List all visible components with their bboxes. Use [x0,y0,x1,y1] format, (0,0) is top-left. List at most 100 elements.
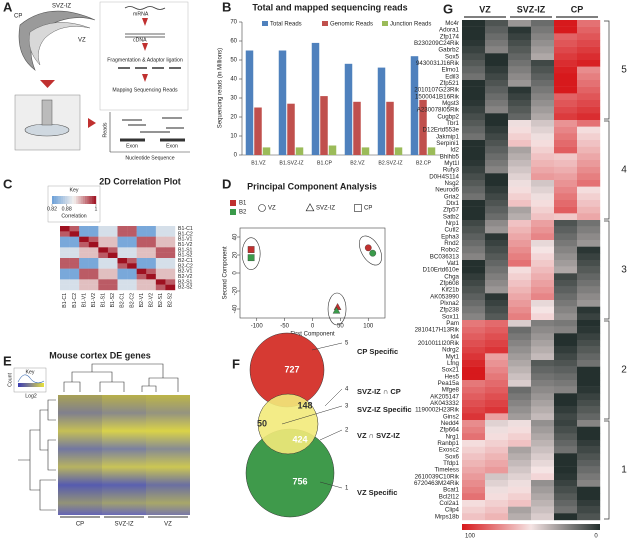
heatmap-cell [98,263,109,269]
gene-label: Zfp608 [440,280,460,287]
heatmap-cell [577,140,601,147]
heatmap-cell [117,284,128,291]
heatmap-cell [462,133,486,141]
row-label: B1-S1 [178,247,193,253]
gene-label: D12Ertd553e [423,127,460,134]
heatmap-cell [146,284,157,291]
heatmap-cell [69,252,80,259]
heatmap-cell [508,460,532,467]
row-label: B1-V1 [178,237,193,243]
gene-label: Jakmip1 [436,133,460,140]
heatmap-cell [462,280,486,287]
heatmap-cell [577,260,601,267]
heatmap-cell [485,173,509,181]
heatmap-cell [554,313,578,321]
heatmap-cell [554,326,578,334]
heatmap-cell [554,513,578,521]
heatmap-cell [554,506,578,514]
heatmap-cell [554,286,578,294]
gene-label: Bcl2l12 [439,493,460,500]
colorbar-step [58,196,61,204]
gene-label: Zfp664 [440,427,460,434]
heatmap-cell [554,446,578,454]
heatmap-cell [531,113,555,121]
venn-count: 148 [297,400,312,410]
heatmap-cell [79,247,89,253]
heatmap-cell [531,426,555,434]
heatmap-cell [531,413,555,421]
heatmap-cell [136,268,147,275]
heatmap-cell [554,126,578,134]
heatmap-cell [136,252,147,259]
heatmap-cell [554,106,578,114]
heatmap-cell [60,279,70,285]
column-label: B1-S2 [110,293,116,308]
heatmap-cell [508,320,532,327]
heatmap-cell [577,420,601,427]
gene-label: AK043332 [430,400,459,407]
heatmap-cell [462,326,486,334]
heatmap-cell [577,220,601,227]
heatmap-cell [508,440,532,447]
heatmap-cell [554,200,578,207]
heatmap-cell [531,366,555,374]
heatmap-cell [165,231,176,237]
colorbar-step [85,196,88,204]
heatmap-cell [462,86,486,94]
row-label: B1-C2 [178,231,193,237]
heatmap-cell [60,258,70,264]
heatmap-cell [577,193,601,201]
heatmap-cell [146,236,157,243]
heatmap-cell [577,393,601,401]
bar [254,107,262,155]
heatmap-cell [165,263,176,269]
heatmap-cell [69,284,80,291]
heatmap-cell [577,446,601,454]
heatmap-cell [60,236,70,243]
heatmap-cell [508,353,532,361]
schematic-label: mRNA [133,11,149,17]
heatmap-cell [531,433,555,441]
gene-label: Bhlhb5 [440,153,460,160]
de-heatmap [13,363,190,515]
heatmap-cell [577,493,601,501]
heatmap-cell [107,236,118,243]
venn-count: 756 [292,476,307,486]
heatmap-cell [508,226,532,234]
heatmap-cell [531,20,555,27]
heatmap-cell [136,274,147,280]
heatmap-cell [577,306,601,314]
heatmap-cell [127,226,137,232]
heatmap-cell [531,166,555,174]
gene-label: Dtx1 [446,200,459,207]
heatmap-cell [554,33,578,41]
colorbar-title: Key [70,187,79,193]
heatmap-cell [485,493,509,501]
heatmap-cell [577,93,601,101]
heatmap-cell [508,73,532,81]
cluster-bracket [604,120,610,220]
heatmap-cell [88,279,99,285]
column-label: B1-V2 [91,293,97,308]
gene-label: Sox11 [442,313,460,320]
heatmap-cell [155,252,166,259]
heatmap-cell [508,273,532,281]
heatmap-cell [88,231,99,237]
venn-label: SVZ-IZ Specific [357,405,412,414]
heatmap-cell [98,268,109,275]
y-tick-label: -40 [233,304,239,313]
heatmap-cell [485,340,509,347]
heatmap-cell [462,473,486,481]
colorbar-step [63,196,66,204]
y-tick-label: 50 [230,58,237,64]
heatmap-cell [79,268,89,275]
heatmap-cell [165,242,176,248]
heatmap-cell [577,166,601,174]
gene-label: 2010011I20Rik [418,340,460,347]
legend-label: Total Reads [270,22,302,28]
heatmap-cell [577,40,601,47]
colorbar-tick-label: 0.82 [47,206,57,212]
heatmap-cell [577,480,601,487]
heatmap-cell [117,268,128,275]
